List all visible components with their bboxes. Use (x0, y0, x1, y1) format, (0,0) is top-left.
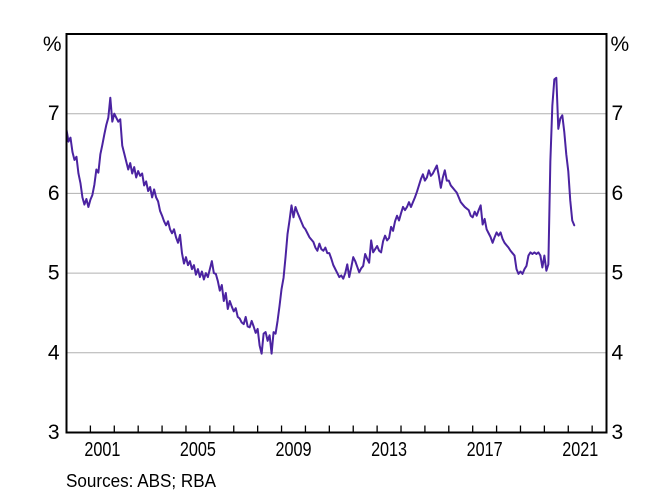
x-label-2017: 2017 (467, 439, 503, 461)
y-label-right-3: 3 (612, 421, 624, 444)
series-lines (65, 76, 576, 355)
y-label-left-4: 4 (48, 341, 60, 364)
y-label-left-3: 3 (48, 421, 60, 444)
unit-label-right: % (611, 33, 630, 56)
y-label-right-6: 6 (612, 182, 624, 205)
y-label-right-7: 7 (612, 102, 624, 125)
y-label-left-7: 7 (48, 102, 60, 125)
axis-tick-labels: 7 7 6 6 5 5 4 4 3 3 2001 2005 2009 2013 2017 2021 (48, 102, 624, 461)
x-label-2021: 2021 (562, 439, 598, 461)
plot-frame (65, 33, 608, 434)
gridlines (66, 113, 607, 354)
unit-label-left: % (43, 33, 62, 56)
axes-frame (65, 33, 608, 434)
y-label-right-5: 5 (612, 262, 624, 285)
x-label-2013: 2013 (371, 439, 407, 461)
sources-label: Sources: ABS; RBA (66, 471, 216, 491)
unemployment-rate-line (65, 76, 576, 355)
x-label-2005: 2005 (180, 439, 216, 461)
y-label-right-4: 4 (612, 341, 624, 364)
x-label-2001: 2001 (84, 439, 120, 461)
x-label-2009: 2009 (275, 439, 311, 461)
y-label-left-6: 6 (48, 182, 60, 205)
y-label-left-5: 5 (48, 262, 60, 285)
